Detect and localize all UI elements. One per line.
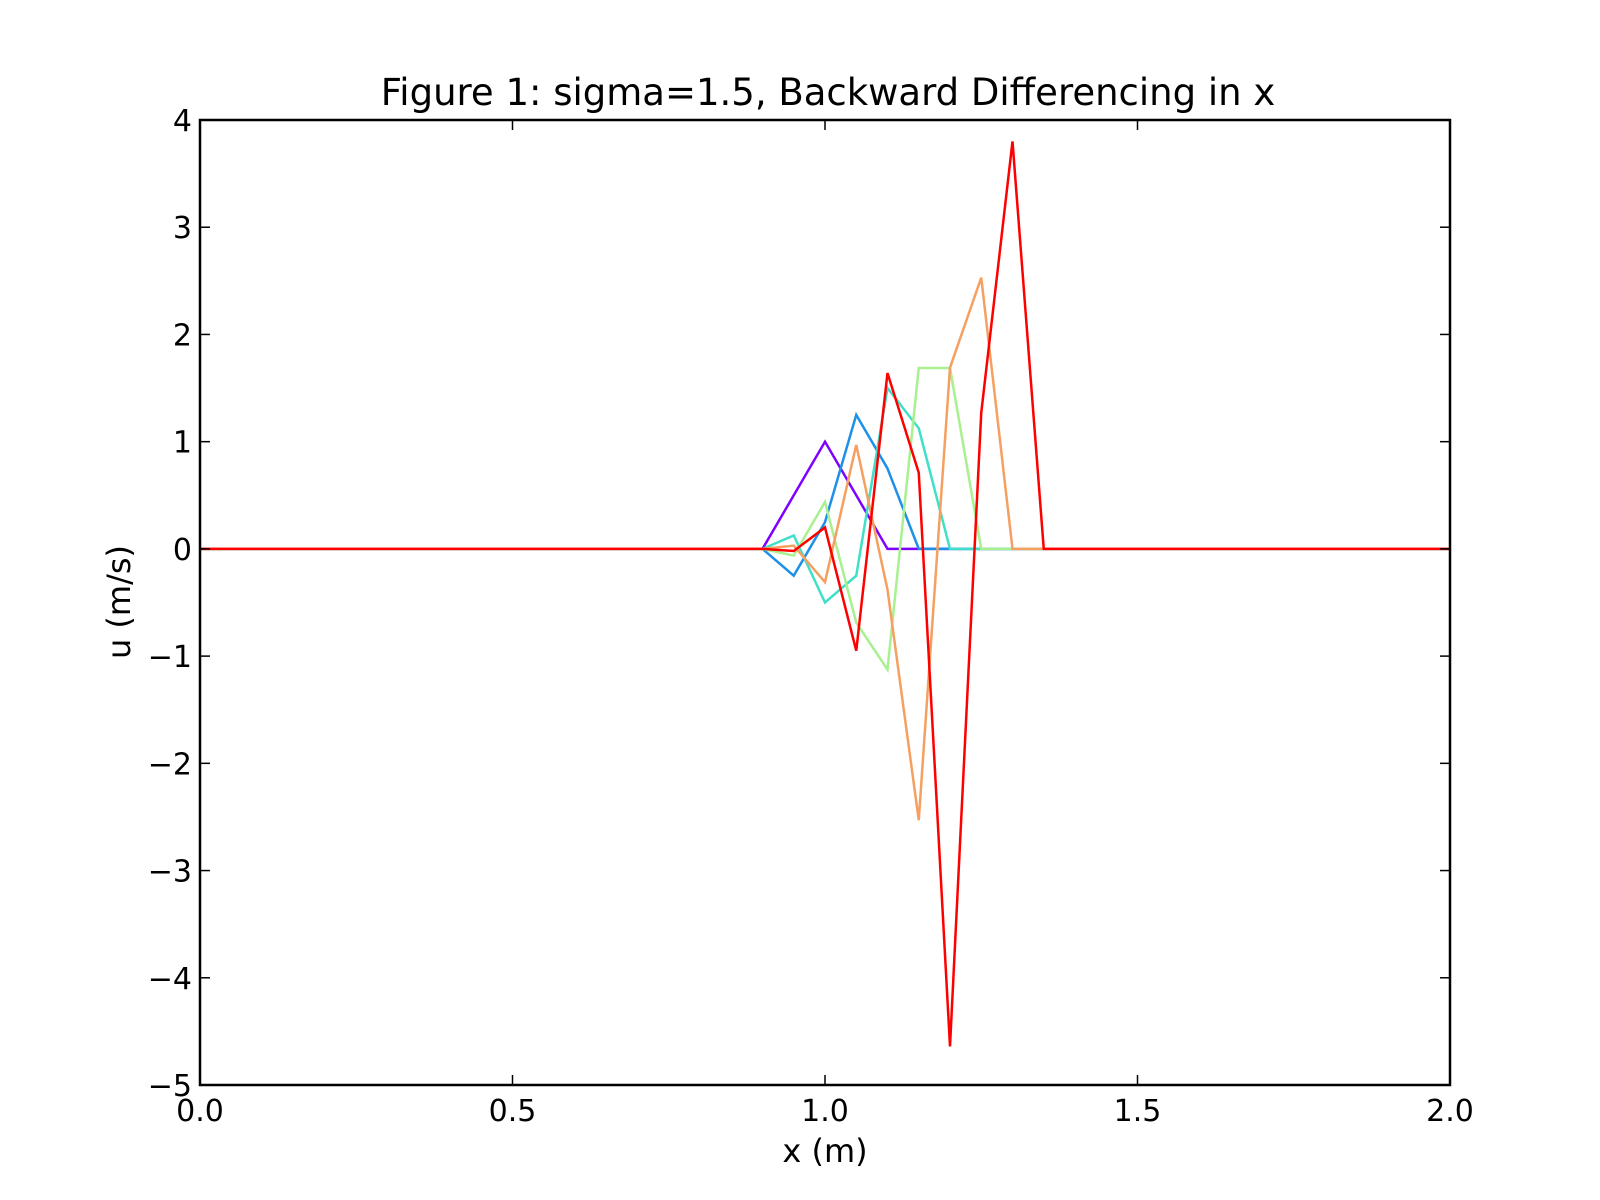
series-line-4 [200, 366, 1450, 674]
y-tick-label: 3 [173, 211, 192, 246]
series-layer [200, 141, 1450, 1047]
y-tick-label: −4 [148, 962, 192, 997]
x-tick-label: 0.0 [176, 1094, 224, 1129]
series-line-1 [200, 439, 1450, 551]
chart-title: Figure 1: sigma=1.5, Backward Differenci… [381, 71, 1276, 114]
y-axis-label: u (m/s) [100, 545, 138, 659]
y-tick-label: −1 [148, 640, 192, 675]
y-tick-label: −5 [148, 1069, 192, 1104]
y-tick-label: 4 [173, 104, 192, 139]
x-axis-label: x (m) [782, 1132, 867, 1170]
x-tick-label: 1.0 [801, 1094, 849, 1129]
y-tick-label: −2 [148, 747, 192, 782]
x-tick-label: 2.0 [1426, 1094, 1474, 1129]
x-tick-label: 0.5 [489, 1094, 537, 1129]
y-tick-label: 0 [173, 533, 192, 568]
series-line-5 [200, 277, 1450, 821]
series-line-2 [200, 411, 1450, 578]
x-tick-label: 1.5 [1114, 1094, 1162, 1129]
series-line-6 [200, 141, 1450, 1047]
series-line-3 [200, 385, 1450, 605]
y-tick-label: −3 [148, 855, 192, 890]
y-tick-label: 1 [173, 426, 192, 461]
y-tick-label: 2 [173, 318, 192, 353]
tick-layer: 0.0 0.5 1.0 1.5 2.0 −5 −4 −3 −2 −1 0 1 2 3 4 [148, 104, 1474, 1129]
